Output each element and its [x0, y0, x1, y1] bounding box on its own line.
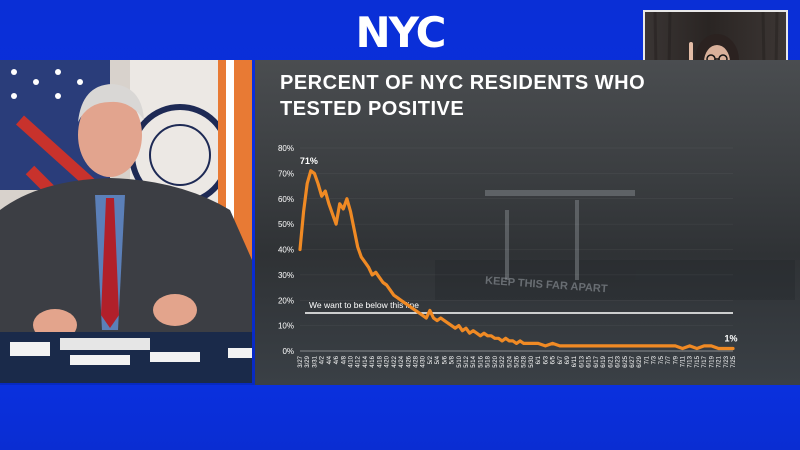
x-tick-label: 7/7 [666, 355, 672, 364]
reference-line-label: We want to be below this line [309, 300, 419, 310]
x-tick-label: 4/12 [356, 355, 362, 367]
x-tick-label: 5/28 [522, 355, 528, 367]
x-tick-label: 5/10 [457, 355, 463, 367]
x-tick-label: 6/29 [637, 355, 643, 367]
x-tick-label: 6/9 [565, 355, 571, 364]
x-tick-label: 7/17 [702, 355, 708, 367]
x-tick-label: 7/25 [731, 355, 737, 367]
speaker-video [0, 60, 252, 383]
x-tick-label: 6/17 [594, 355, 600, 367]
x-tick-label: 6/7 [558, 355, 564, 364]
y-tick-label: 40% [278, 246, 294, 255]
y-tick-label: 60% [278, 195, 294, 204]
x-tick-label: 7/23 [724, 355, 730, 367]
x-tick-label: 5/30 [529, 355, 535, 367]
x-tick-label: 3/29 [305, 355, 311, 367]
x-tick-label: 4/4 [327, 355, 333, 364]
x-tick-label: 6/23 [616, 355, 622, 367]
x-tick-label: 5/16 [478, 355, 484, 367]
x-tick-label: 5/26 [515, 355, 521, 367]
x-tick-label: 7/3 [652, 355, 658, 364]
x-tick-label: 6/11 [572, 355, 578, 367]
x-tick-label: 5/2 [428, 355, 434, 364]
x-tick-label: 4/6 [334, 355, 340, 364]
x-tick-label: 7/15 [695, 355, 701, 367]
x-tick-label: 3/31 [312, 355, 318, 367]
y-tick-label: 10% [278, 322, 294, 331]
series-line [298, 169, 735, 351]
x-tick-label: 4/8 [341, 355, 347, 364]
x-tick-label: 4/24 [399, 355, 405, 367]
x-tick-label: 6/1 [536, 355, 542, 364]
data-label: 71% [300, 156, 318, 166]
x-tick-label: 5/20 [493, 355, 499, 367]
x-tick-label: 4/2 [320, 355, 326, 364]
x-tick-label: 5/24 [507, 355, 513, 367]
y-tick-label: 50% [278, 220, 294, 229]
y-tick-label: 20% [278, 296, 294, 305]
x-tick-label: 5/22 [500, 355, 506, 367]
chart-panel: PERCENT OF NYC RESIDENTS WHO TESTED POSI… [255, 60, 800, 385]
x-tick-label: 6/15 [587, 355, 593, 367]
x-tick-label: 5/8 [450, 355, 456, 364]
x-tick-label: 7/9 [673, 355, 679, 364]
data-label: 1% [724, 333, 737, 343]
x-tick-label: 5/12 [464, 355, 470, 367]
x-tick-label: 6/3 [543, 355, 549, 364]
x-tick-label: 6/21 [608, 355, 614, 367]
x-tick-label: 4/20 [385, 355, 391, 367]
x-tick-label: 6/27 [630, 355, 636, 367]
nyc-logo: NYC [355, 8, 447, 57]
x-tick-label: 7/11 [680, 355, 686, 367]
x-tick-label: 4/30 [421, 355, 427, 367]
x-tick-label: 4/10 [349, 355, 355, 367]
x-tick-label: 4/18 [377, 355, 383, 367]
y-tick-label: 0% [282, 347, 294, 356]
x-tick-label: 5/4 [435, 355, 441, 364]
x-tick-label: 6/19 [601, 355, 607, 367]
x-tick-label: 4/28 [413, 355, 419, 367]
line-chart: KEEP THIS FAR APART 0%10%20%30%40%50%60%… [278, 144, 795, 368]
x-tick-label: 7/1 [644, 355, 650, 364]
x-tick-label: 3/27 [298, 355, 304, 367]
x-tick-label: 4/16 [370, 355, 376, 367]
x-tick-label: 5/6 [442, 355, 448, 364]
y-tick-label: 30% [278, 271, 294, 280]
x-tick-label: 7/19 [709, 355, 715, 367]
x-tick-label: 6/25 [623, 355, 629, 367]
x-tick-label: 6/13 [579, 355, 585, 367]
y-tick-label: 70% [278, 169, 294, 178]
y-tick-label: 80% [278, 144, 294, 153]
x-tick-label: 4/26 [406, 355, 412, 367]
x-tick-label: 6/5 [551, 355, 557, 364]
bottom-banner [0, 385, 800, 450]
x-tick-label: 7/21 [717, 355, 723, 367]
chart-title: PERCENT OF NYC RESIDENTS WHO TESTED POSI… [280, 72, 646, 120]
x-tick-label: 5/14 [471, 355, 477, 367]
x-tick-label: 5/18 [486, 355, 492, 367]
x-tick-label: 7/5 [659, 355, 665, 364]
x-tick-label: 4/22 [392, 355, 398, 367]
x-tick-label: 7/13 [688, 355, 694, 367]
x-tick-label: 4/14 [363, 355, 369, 367]
